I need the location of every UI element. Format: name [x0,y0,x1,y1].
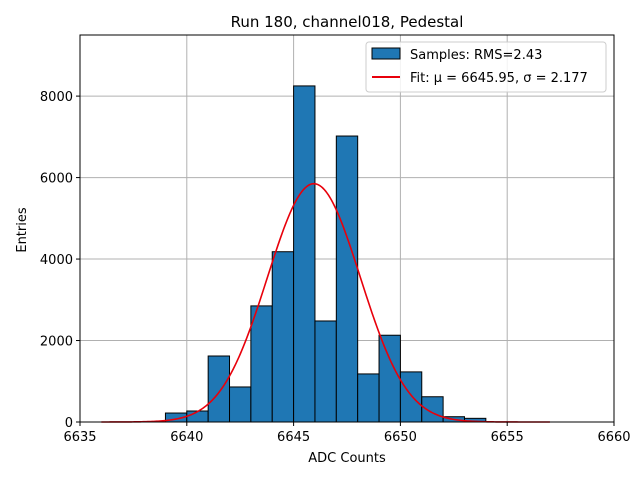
y-tick-label: 6000 [40,172,73,187]
histogram-bar [378,334,401,423]
y-tick-label: 8000 [40,90,73,105]
histogram-bar [421,396,444,423]
histogram-bar [229,386,252,423]
x-axis-label: ADC Counts [308,451,386,466]
y-tick-label: 2000 [40,335,73,350]
histogram-bar [314,320,337,423]
x-tick-label: 6650 [384,430,417,445]
plot-frame [79,34,615,423]
tick-layer: 6635 6640 6645 6650 6655 6660 0 2000 4000 6000 800… [40,90,631,445]
histogram-bar [250,305,273,423]
x-tick-label: 6660 [597,430,630,445]
histogram-bar [399,371,423,423]
y-tick-label: 0 [65,416,73,431]
legend-swatch-samples [371,47,401,60]
gaussian-fit-line [101,182,550,423]
chart-title: Run 180, channel018, Pedestal [231,13,464,31]
legend: Samples: RMS=2.43 Fit: μ = 6645.95, σ = … [365,41,607,93]
y-axis-label: Entries [15,207,30,253]
x-tick-label: 6655 [491,430,524,445]
histogram-bar [335,135,359,423]
y-tick-label: 4000 [40,253,73,268]
x-tick-label: 6645 [277,430,310,445]
histogram-bar [186,410,209,423]
fit-layer [101,182,550,423]
x-tick-label: 6640 [170,430,203,445]
legend-label-samples: Samples: RMS=2.43 [410,48,542,63]
x-tick-label: 6635 [63,430,96,445]
histogram-bar [293,85,316,423]
histogram-bar [207,355,231,423]
histogram-bar [271,251,295,423]
histogram-bar [357,373,380,423]
bar-layer [164,85,487,423]
legend-box [365,41,607,93]
legend-label-fit: Fit: μ = 6645.95, σ = 2.177 [410,71,588,86]
